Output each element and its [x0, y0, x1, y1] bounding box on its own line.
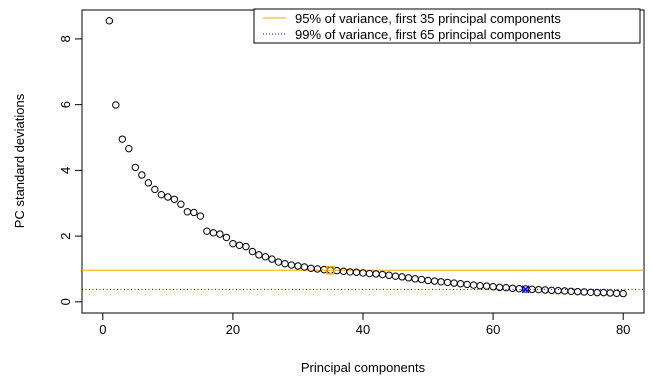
data-point	[222, 233, 231, 242]
data-point	[209, 229, 218, 237]
data-point	[398, 273, 406, 281]
data-point	[391, 272, 400, 280]
data-point	[443, 278, 452, 287]
data-point	[411, 275, 419, 283]
data-point	[515, 284, 523, 293]
data-point	[567, 287, 575, 296]
data-point	[138, 171, 146, 179]
data-point	[437, 278, 445, 286]
y-axis-label: PC standard deviations	[12, 93, 27, 228]
data-points	[105, 17, 627, 298]
data-point	[612, 289, 621, 297]
data-point	[463, 280, 471, 289]
data-point	[248, 247, 257, 256]
cutoff-marker-2	[521, 285, 530, 294]
data-point	[346, 268, 354, 276]
x-tick-label: 20	[226, 322, 240, 337]
data-point	[456, 280, 465, 288]
data-point	[144, 179, 153, 187]
y-tick-label: 4	[58, 167, 73, 174]
x-tick-label: 80	[616, 322, 630, 337]
data-point	[268, 255, 276, 263]
data-point	[573, 287, 582, 296]
reference-lines	[82, 269, 644, 290]
data-point	[235, 241, 244, 250]
data-point	[385, 271, 393, 279]
cutoff-marker-1	[326, 266, 335, 275]
data-point	[255, 251, 263, 259]
data-point	[300, 263, 309, 271]
data-point	[339, 267, 348, 275]
y-axis: 0 2 4 6 8	[58, 35, 83, 305]
data-point	[112, 101, 120, 109]
data-point	[365, 269, 374, 278]
data-point	[118, 135, 127, 143]
data-point	[216, 230, 224, 238]
data-point	[261, 253, 270, 261]
data-point	[274, 258, 283, 266]
data-point	[190, 208, 198, 217]
data-point	[372, 270, 380, 278]
data-point	[606, 289, 614, 297]
data-point	[489, 283, 497, 291]
data-point	[469, 281, 478, 289]
data-point	[177, 200, 185, 208]
data-point	[242, 242, 250, 251]
data-point	[547, 286, 556, 295]
data-point	[554, 286, 562, 295]
data-point	[404, 274, 413, 282]
data-point	[378, 270, 387, 279]
data-point	[320, 265, 328, 274]
data-point	[541, 286, 549, 294]
data-point	[196, 212, 205, 220]
x-tick-label: 0	[99, 322, 106, 337]
data-point	[482, 282, 491, 290]
data-point	[313, 265, 322, 273]
legend-label-99: 99% of variance, first 65 principal comp…	[295, 27, 561, 42]
x-axis: 0 20 40 60 80	[99, 312, 630, 337]
data-point	[105, 17, 114, 25]
data-point	[599, 288, 608, 297]
y-tick-label: 2	[58, 232, 73, 239]
data-point	[170, 195, 179, 203]
y-tick-label: 0	[58, 298, 73, 305]
data-point	[287, 261, 296, 269]
data-point	[508, 284, 517, 293]
data-point	[229, 239, 237, 248]
data-point	[125, 144, 133, 153]
data-point	[586, 288, 595, 296]
data-point	[151, 185, 159, 194]
data-point	[294, 262, 302, 270]
data-point	[502, 283, 510, 292]
data-point	[183, 208, 192, 216]
plot-frame	[81, 9, 645, 314]
y-tick-label: 6	[58, 101, 73, 108]
data-point	[203, 227, 211, 235]
data-point	[476, 282, 484, 290]
data-point	[424, 276, 432, 285]
legend-box	[253, 8, 641, 44]
data-point	[281, 260, 289, 268]
data-point	[164, 193, 172, 201]
data-point	[157, 190, 166, 199]
data-point	[450, 279, 458, 287]
y-tick-label: 8	[58, 35, 73, 42]
data-point	[560, 287, 569, 295]
legend: 95% of variance, first 35 principal comp…	[253, 8, 641, 44]
data-point	[131, 163, 140, 172]
x-axis-label: Principal components	[301, 360, 426, 375]
data-point	[619, 289, 627, 298]
data-point	[417, 275, 426, 284]
data-point	[430, 277, 439, 285]
data-point	[593, 288, 601, 297]
x-tick-label: 40	[356, 322, 370, 337]
legend-label-95: 95% of variance, first 35 principal comp…	[295, 11, 561, 26]
x-tick-label: 60	[486, 322, 500, 337]
data-point	[580, 288, 588, 296]
data-point	[495, 283, 504, 292]
